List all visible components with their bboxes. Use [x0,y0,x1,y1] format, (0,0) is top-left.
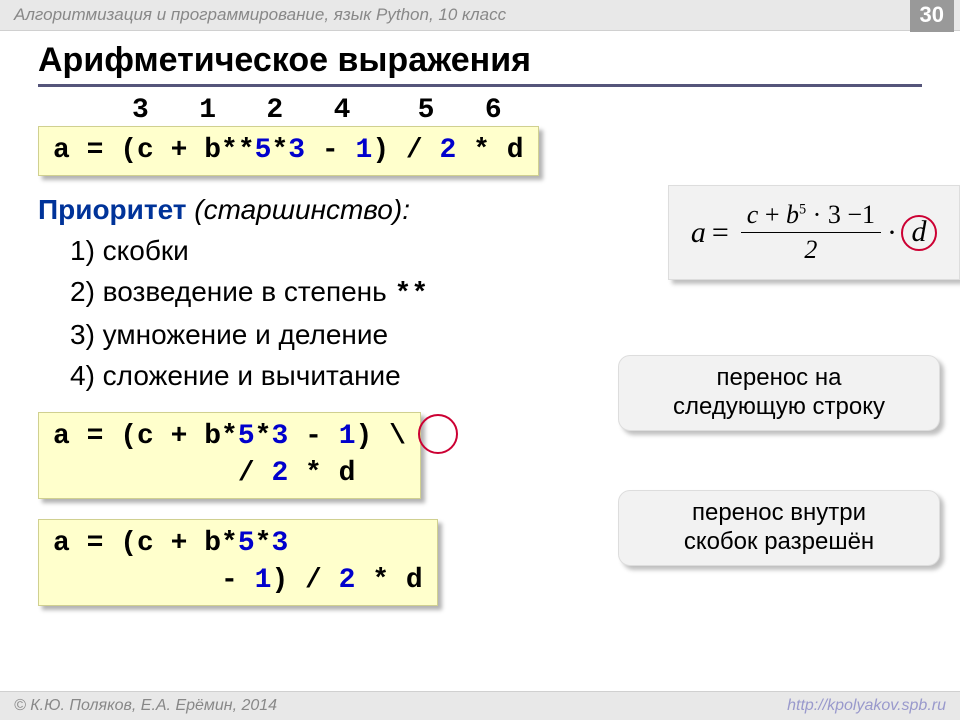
formula-tail: · [887,216,897,250]
course-title: Алгоритмизация и программирование, язык … [14,5,506,25]
priority-label: Приоритет [38,194,187,225]
code-box-2: a = (c + b*5*3 - 1) \ / 2 * d [38,412,421,499]
footer-bar: © К.Ю. Поляков, Е.А. Ерёмин, 2014 http:/… [0,691,960,720]
operation-order-labels: 3 1 2 4 5 6 [48,95,922,126]
slide: Алгоритмизация и программирование, язык … [0,0,960,720]
formula-box: a = c + b5 · 3 −1 2 · d [668,185,960,280]
code-box-2-wrap: a = (c + b*5*3 - 1) \ / 2 * d [38,412,421,499]
priority-paren: (старшинство): [187,194,410,225]
code-box-1: a = (c + b**5*3 - 1) / 2 * d [38,126,539,176]
callout-2: перенос внутрискобок разрешён [618,490,940,566]
footer-url: http://kpolyakov.spb.ru [787,697,946,715]
title-rule [38,84,922,87]
backslash-circle [418,414,458,454]
copyright: © К.Ю. Поляков, Е.А. Ерёмин, 2014 [14,697,277,715]
formula-lhs: a [691,216,706,250]
page-number: 30 [910,0,954,32]
denominator: 2 [804,233,817,265]
header-bar: Алгоритмизация и программирование, язык … [0,0,960,31]
callout-1-text: перенос наследующую строку [673,364,885,420]
numerator: c + b5 · 3 −1 [741,200,881,233]
slide-title: Арифметическое выражения [0,31,960,84]
callout-2-text: перенос внутрискобок разрешён [684,499,874,555]
callout-1: перенос наследующую строку [618,355,940,431]
fraction: c + b5 · 3 −1 2 [741,200,881,265]
priority-item: 3) умножение и деление [70,315,922,356]
d-circled: d [901,215,937,251]
code-box-3: a = (c + b*5*3 - 1) / 2 * d [38,519,438,606]
content-area: 3 1 2 4 5 6 a = (c + b**5*3 - 1) / 2 * d… [0,95,960,606]
equals-sign: = [712,216,729,250]
